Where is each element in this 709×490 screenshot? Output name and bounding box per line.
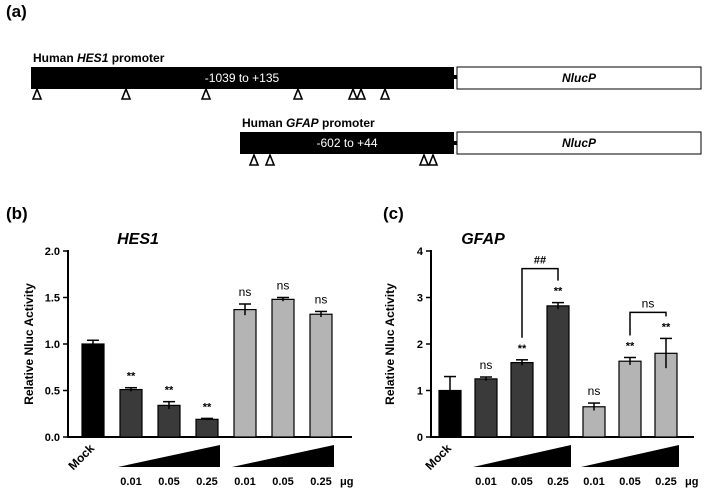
y-tick-label: 2 <box>417 339 423 351</box>
gfap-promoter-label: Human GFAP promoter <box>242 116 375 130</box>
binding-site-marker <box>31 86 43 100</box>
dose-label: 0.01 <box>234 476 255 488</box>
hes1-promoter-box <box>31 67 454 89</box>
bar <box>119 388 143 438</box>
significance-label: ** <box>662 321 671 333</box>
binding-site-marker <box>292 86 304 100</box>
dose-label: 0.25 <box>196 476 217 488</box>
bar <box>157 404 181 438</box>
y-tick-label: 3 <box>417 293 423 305</box>
dose-label: 0.25 <box>655 476 676 488</box>
gfap-promoter-box <box>240 132 454 154</box>
hes1-reporter-label: NlucP <box>562 71 597 85</box>
significance-label: ns <box>315 292 328 306</box>
bar <box>546 305 570 438</box>
y-tick-label: 1.5 <box>45 293 60 305</box>
bar <box>81 343 105 438</box>
chart-title: HES1 <box>117 231 159 248</box>
significance-label: ** <box>203 401 212 413</box>
comparison-bracket <box>629 311 667 336</box>
chart-title: GFAP <box>461 231 505 248</box>
significance-label: ns <box>480 358 493 372</box>
significance-label: ** <box>165 385 174 397</box>
gfap-reporter-label: NlucP <box>562 136 597 150</box>
gfap-binding-sites <box>248 152 439 166</box>
mock-label: Mock <box>423 441 455 473</box>
gfap-construct: Human GFAP promoter -602 to +44 NlucP <box>240 116 702 166</box>
y-tick-label: 1.0 <box>45 339 60 351</box>
mock-label: Mock <box>66 441 98 473</box>
significance-label: ** <box>518 343 527 355</box>
dose-label: 0.01 <box>475 476 496 488</box>
y-tick-label: 0.0 <box>45 432 60 444</box>
dose-wedge <box>232 445 334 467</box>
dose-label: 0.01 <box>120 476 141 488</box>
hes1-construct: Human HES1 promoter -1039 to +135 NlucP <box>31 51 702 100</box>
significance-label: ns <box>588 384 601 398</box>
significance-label: ** <box>554 286 563 298</box>
y-tick-label: 1 <box>417 386 423 398</box>
dose-label: 0.05 <box>511 476 532 488</box>
binding-site-marker <box>347 86 359 100</box>
bar <box>474 378 498 438</box>
binding-site-marker <box>120 86 132 100</box>
panel-b-label: (b) <box>6 204 28 223</box>
hes1-promoter-label: Human HES1 promoter <box>33 51 165 65</box>
binding-site-marker <box>379 86 391 100</box>
y-axis-title: Relative Nluc Activity <box>22 283 36 405</box>
comparison-bracket <box>521 267 559 338</box>
gfap-region-label: -602 to +44 <box>316 136 377 150</box>
panel-a-label: (a) <box>6 2 27 21</box>
bar <box>510 362 534 438</box>
binding-site-marker <box>200 86 212 100</box>
dose-label: 0.05 <box>158 476 179 488</box>
dose-label: 0.25 <box>310 476 331 488</box>
hes1-region-label: -1039 to +135 <box>205 71 280 85</box>
dose-label: 0.05 <box>272 476 293 488</box>
y-tick-label: 2.0 <box>45 246 60 258</box>
comparison-label: ## <box>534 255 546 267</box>
dose-label: 0.05 <box>619 476 640 488</box>
binding-site-marker <box>355 86 367 100</box>
bar <box>195 418 219 438</box>
binding-site-marker <box>264 152 276 166</box>
dose-label: 0.25 <box>547 476 568 488</box>
y-tick-label: 4 <box>417 246 424 258</box>
gfap-bar-chart: GFAP Relative Nluc Activity 0 1 2 3 4 ns ** ** ns *… <box>383 231 698 488</box>
bar <box>582 406 606 438</box>
significance-label: ns <box>239 285 252 299</box>
hes1-junction <box>454 75 457 79</box>
y-axis-title: Relative Nluc Activity <box>383 283 397 405</box>
binding-site-marker <box>427 152 439 166</box>
hes1-bar-chart: HES1 Relative Nluc Activity 0.0 0.5 1.0 1.5 2.… <box>22 231 353 488</box>
dose-unit-label: μg <box>685 476 698 488</box>
hes1-reporter-box <box>456 66 702 90</box>
y-tick-label: 0.5 <box>45 386 60 398</box>
significance-label: ns <box>277 279 290 293</box>
significance-label: ** <box>626 340 635 352</box>
dose-label: 0.01 <box>583 476 604 488</box>
y-tick-label: 0 <box>417 432 423 444</box>
gfap-reporter-box <box>456 131 702 155</box>
binding-site-marker <box>418 152 430 166</box>
bar <box>618 360 642 438</box>
dose-unit-label: μg <box>340 476 353 488</box>
significance-label: ** <box>127 371 136 383</box>
dose-wedge <box>473 445 571 467</box>
dose-wedge <box>581 445 679 467</box>
bar <box>271 298 295 438</box>
bar <box>309 313 333 438</box>
bar <box>233 308 257 438</box>
comparison-label: ns <box>642 296 655 310</box>
hes1-binding-sites <box>31 86 391 100</box>
gfap-junction <box>454 141 457 145</box>
dose-wedge <box>118 445 220 467</box>
panel-c-label: (c) <box>383 204 404 223</box>
binding-site-marker <box>248 152 260 166</box>
